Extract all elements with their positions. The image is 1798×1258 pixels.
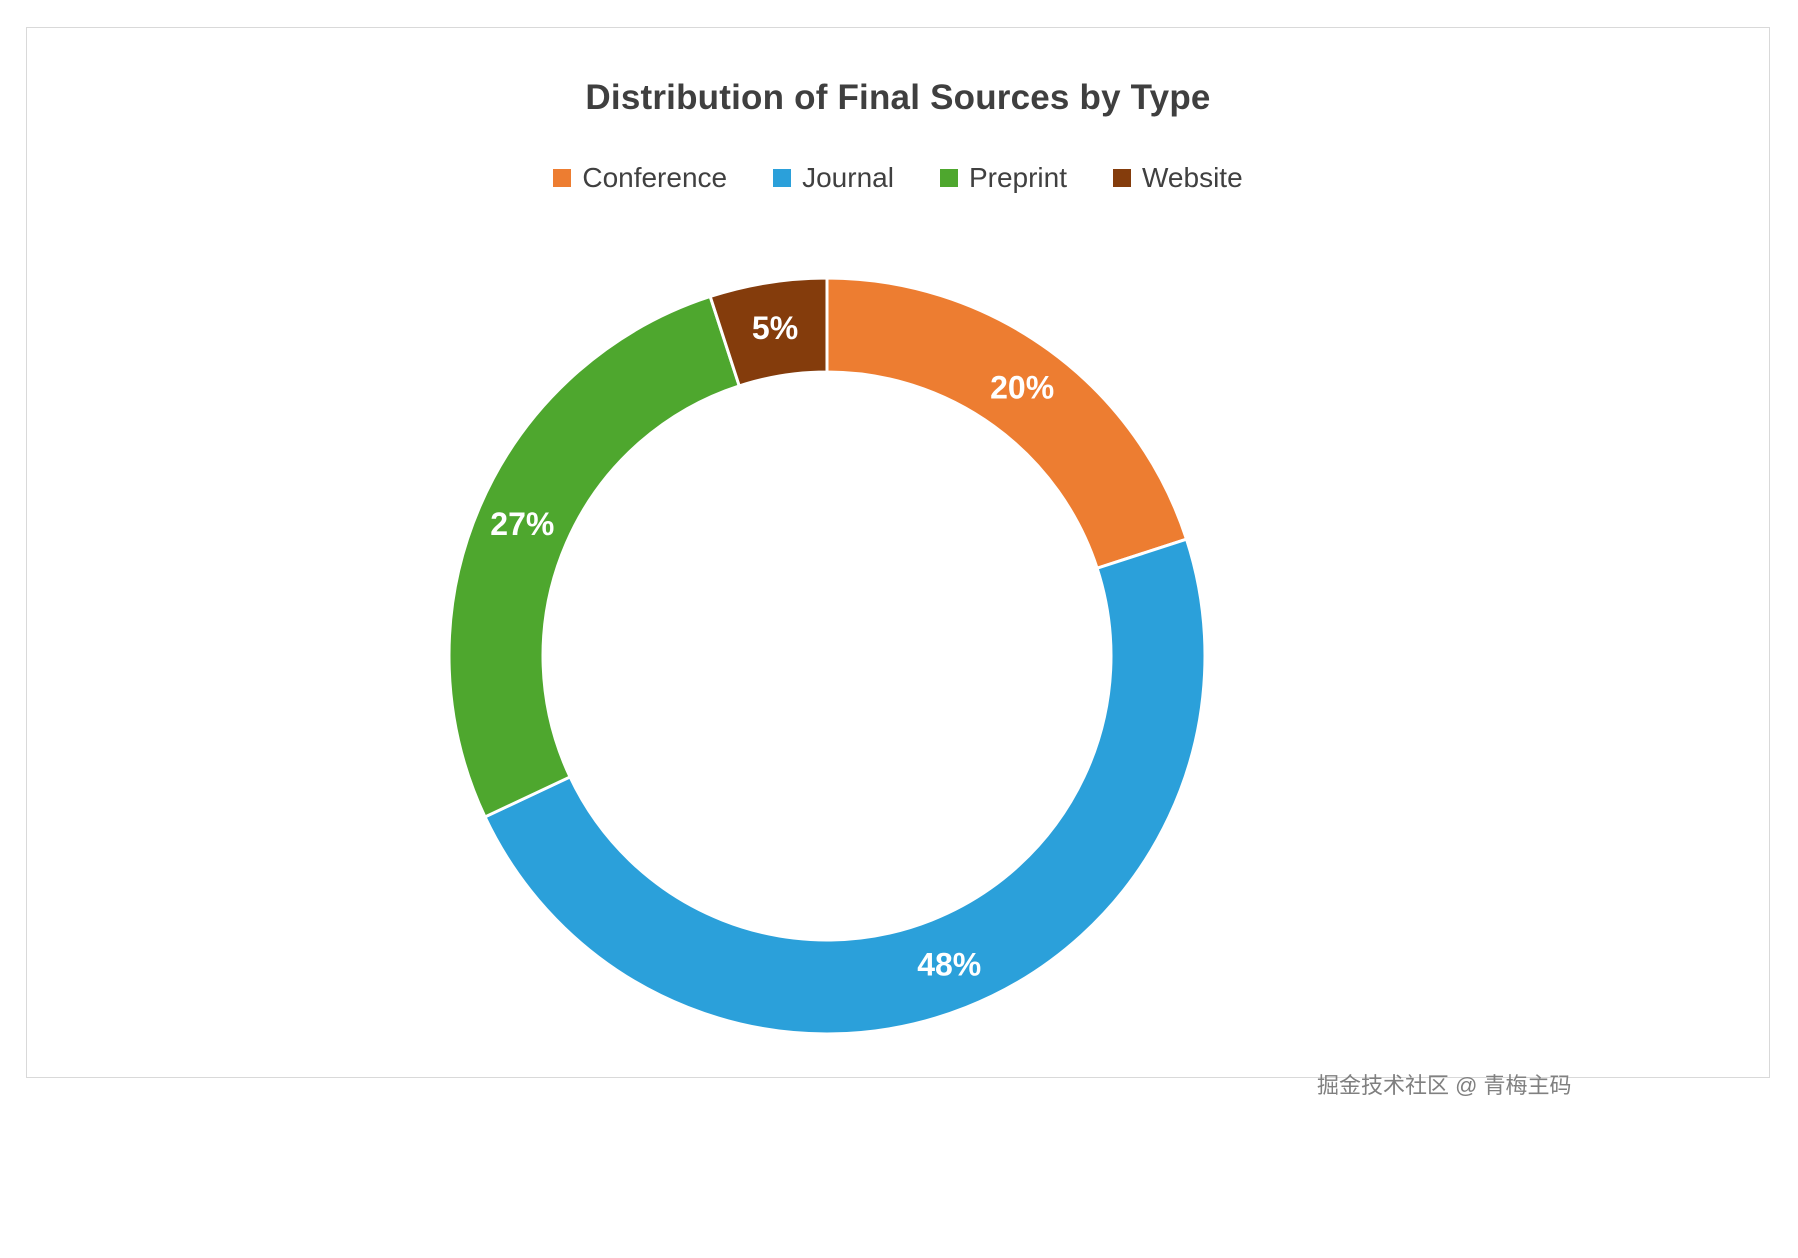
legend-label-journal: Journal [802,162,894,193]
slice-label-preprint: 27% [490,506,554,542]
legend-label-website: Website [1142,162,1243,193]
slice-website [708,276,829,388]
slice-label-conference: 20% [990,369,1054,405]
legend-item-preprint: Preprint [939,162,1067,194]
legend-swatch-preprint [939,169,958,187]
slice-preprint [447,294,742,819]
legend-label-conference: Conference [582,162,728,193]
legend-label-preprint: Preprint [968,162,1067,193]
chart-title: Distribution of Final Sources by Type [585,78,1211,117]
legend-item-website: Website [1113,162,1243,194]
legend-swatch-conference [553,169,572,187]
donut-chart: 20% 48% 27% 5% [447,276,1207,1036]
legend-item-journal: Journal [773,162,894,194]
slice-label-journal: 48% [917,947,981,983]
watermark: 掘金技术社区 @ 青梅主码 [1317,1073,1572,1098]
legend-item-conference: Conference [553,162,727,194]
donut-chart-container: 20% 48% 27% 5% [437,266,1217,1046]
slice-label-website: 5% [752,310,798,346]
legend-swatch-website [1113,169,1131,187]
chart-card: Distribution of Final Sources by Type Co… [26,27,1770,1098]
legend-swatch-journal [773,169,792,187]
slice-journal [482,537,1207,1036]
legend: Conference Journal Preprint Website [27,162,1769,194]
slice-conference [825,276,1189,571]
